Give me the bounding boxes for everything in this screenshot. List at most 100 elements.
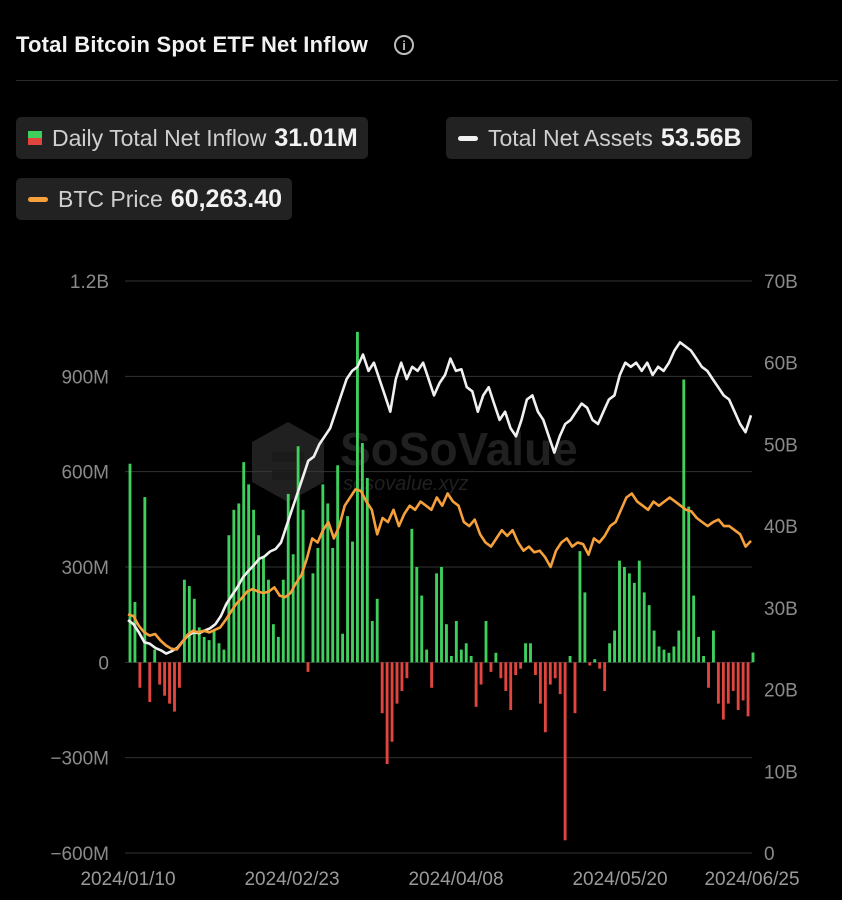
series-lines <box>127 341 753 655</box>
inflow-bar <box>524 643 527 663</box>
inflow-bar <box>716 662 720 704</box>
watermark-site: sosovalue.xyz <box>343 473 469 495</box>
legend-value: 60,263.40 <box>170 184 283 213</box>
inflow-bar <box>514 662 518 676</box>
inflow-bar <box>276 636 280 663</box>
inflow-bar <box>573 662 577 714</box>
watermark-brand: SoSoValue <box>340 423 578 475</box>
inflow-bar <box>440 567 443 663</box>
legend-label: Daily Total Net Inflow <box>52 124 267 151</box>
inflow-bar <box>657 646 661 663</box>
inflow-bar <box>578 551 582 663</box>
inflow-bar <box>697 636 701 663</box>
y-left-tick: 600M <box>61 463 109 484</box>
watermark: SoSoValue sosovalue.xyz <box>252 422 578 502</box>
inflow-bar <box>143 497 147 663</box>
inflow-bar <box>187 586 191 663</box>
inflow-bar <box>464 643 468 663</box>
inflow-bar <box>375 598 379 663</box>
inflow-bar <box>702 655 705 663</box>
inflow-bar <box>632 582 636 663</box>
inflow-bar <box>232 509 236 663</box>
inflow-bar <box>351 541 354 663</box>
inflow-bar <box>410 528 414 663</box>
inflow-bar <box>618 560 621 663</box>
info-icon[interactable]: i <box>394 35 415 55</box>
y-right-tick: 10B <box>764 762 798 783</box>
bar-swatch-icon <box>28 131 42 145</box>
inflow-bar <box>326 503 330 663</box>
inflow-bar <box>642 592 646 663</box>
inflow-bar <box>598 662 602 669</box>
inflow-bar <box>138 662 142 688</box>
inflow-bar <box>712 630 715 663</box>
x-tick: 2024/04/08 <box>408 869 503 890</box>
inflow-bar <box>548 662 552 685</box>
y-left-tick: 300M <box>61 558 109 579</box>
inflow-bar <box>746 662 750 717</box>
inflow-bar <box>301 509 305 663</box>
inflow-bar <box>247 484 251 663</box>
inflow-bars <box>128 331 755 841</box>
inflow-bar <box>608 643 612 663</box>
inflow-bar <box>553 662 557 679</box>
btc-price-line <box>127 488 752 651</box>
legend-total-net-assets[interactable]: Total Net Assets 53.56B <box>446 117 752 159</box>
inflow-bar <box>197 627 201 663</box>
inflow-bar <box>286 493 290 663</box>
inflow-bar <box>420 595 424 663</box>
y-left-tick: 1.2B <box>70 272 109 293</box>
inflow-bar <box>222 649 226 663</box>
legend-btc-price[interactable]: BTC Price 60,263.40 <box>16 178 293 220</box>
inflow-bar <box>479 662 483 685</box>
x-tick: 2024/06/25 <box>704 869 799 890</box>
y-left-tick: 0 <box>98 653 109 674</box>
inflow-bar <box>262 557 265 663</box>
inflow-bar <box>158 662 162 685</box>
inflow-bar <box>454 621 458 663</box>
inflow-bar <box>163 662 167 696</box>
inflow-bar <box>296 446 300 663</box>
inflow-bar <box>405 662 409 679</box>
inflow-bar <box>627 573 631 663</box>
inflow-bar <box>667 652 671 663</box>
line-swatch-icon <box>458 135 478 141</box>
inflow-bar <box>202 636 206 663</box>
y-right-tick: 30B <box>764 599 798 620</box>
inflow-bar <box>736 662 740 710</box>
inflow-bar <box>568 655 572 663</box>
inflow-bar <box>687 506 691 663</box>
legend-value: 31.01M <box>274 123 358 152</box>
inflow-bar <box>726 662 730 704</box>
header-divider <box>16 80 838 81</box>
inflow-bar <box>311 573 315 663</box>
inflow-bar <box>182 579 186 663</box>
y-right-tick: 60B <box>764 354 798 375</box>
inflow-bar <box>281 579 285 663</box>
inflow-bar <box>603 662 607 691</box>
inflow-bar <box>731 662 735 691</box>
inflow-bar <box>133 601 137 663</box>
left-axis-ticks: 1.2B 900M 600M 300M 0 −300M −600M <box>50 272 109 865</box>
inflow-bar <box>484 621 488 663</box>
inflow-bar <box>153 649 157 663</box>
inflow-bar <box>741 662 745 701</box>
legend-daily-net-inflow[interactable]: Daily Total Net Inflow 31.01M <box>16 117 368 159</box>
inflow-bar <box>173 662 176 712</box>
inflow-bar <box>692 595 696 663</box>
inflow-bar <box>346 516 349 663</box>
inflow-bar <box>267 579 270 663</box>
inflow-bar <box>445 624 448 663</box>
inflow-bar <box>593 659 597 663</box>
inflow-bar <box>459 649 463 663</box>
x-tick: 2024/05/20 <box>572 869 667 890</box>
inflow-bar <box>242 462 246 663</box>
inflow-bar <box>168 662 171 704</box>
inflow-bar <box>380 662 384 714</box>
inflow-bar <box>623 567 626 663</box>
y-left-tick: −300M <box>50 749 109 770</box>
inflow-bar <box>504 662 508 691</box>
inflow-bar <box>588 662 592 666</box>
y-left-tick: −600M <box>50 844 109 865</box>
